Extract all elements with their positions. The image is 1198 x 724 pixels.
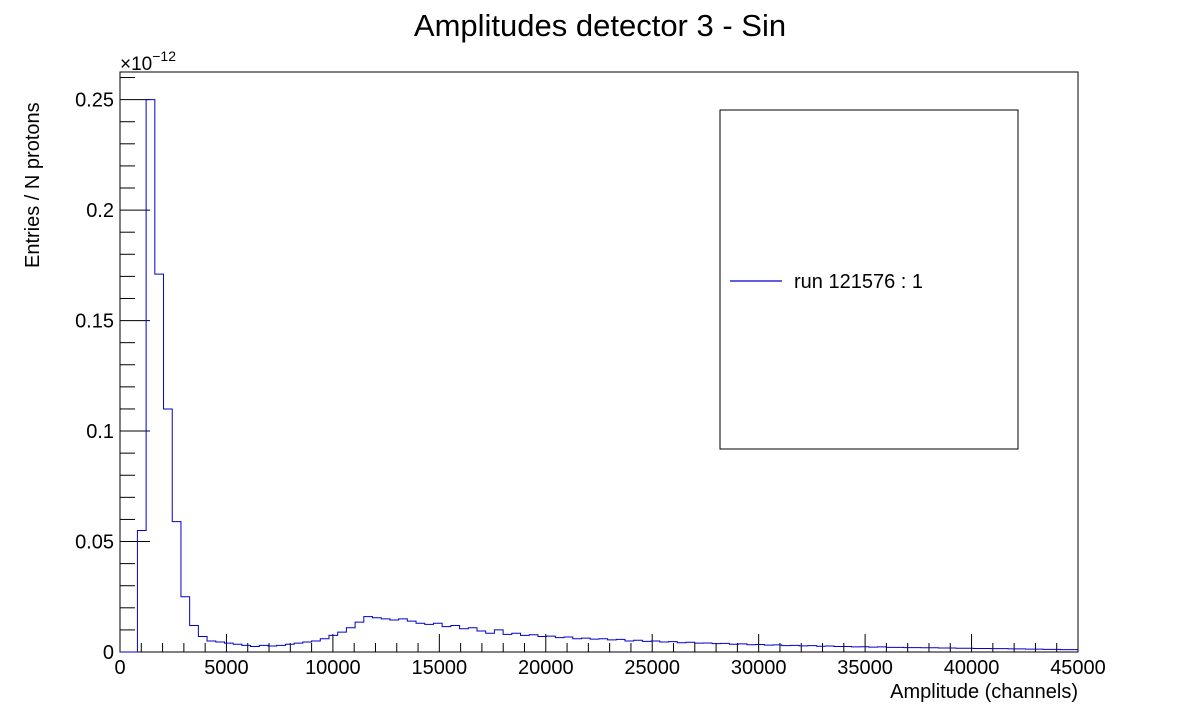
legend: run 121576 : 1: [719, 109, 1019, 450]
y-tick-label: 0: [103, 642, 114, 664]
x-tick-label: 5000: [204, 657, 249, 679]
y-axis-multiplier-base: ×10: [120, 54, 152, 75]
legend-box: [719, 109, 1019, 450]
x-tick-label: 15000: [412, 657, 468, 679]
y-tick-label: 0.2: [86, 200, 114, 222]
y-tick-label: 0.05: [75, 532, 114, 554]
x-tick-label: 35000: [837, 657, 893, 679]
x-tick-label: 10000: [305, 657, 361, 679]
legend-series-label: run 121576 : 1: [794, 271, 923, 293]
x-tick-label: 0: [114, 657, 125, 679]
histogram-series-line: [120, 99, 1078, 653]
x-tick-label: 30000: [731, 657, 787, 679]
x-tick-label: 20000: [518, 657, 574, 679]
x-axis: 0 5000 10000 15000 20000 25000 30000 35000 40000…: [114, 634, 1106, 679]
y-tick-label: 0.15: [75, 311, 114, 333]
x-tick-label: 45000: [1050, 657, 1106, 679]
y-axis: 0 0.05 0.1 0.15 0.2 0.25: [75, 77, 150, 664]
x-tick-label: 25000: [624, 657, 680, 679]
y-tick-label: 0.1: [86, 421, 114, 443]
y-tick-label: 0.25: [75, 90, 114, 112]
y-axis-multiplier-exponent: −12: [152, 48, 176, 64]
x-axis-label: Amplitude (channels): [890, 681, 1078, 703]
y-axis-multiplier: ×10−12: [120, 48, 176, 75]
x-tick-label: 40000: [944, 657, 1000, 679]
y-axis-label: Entries / N protons: [22, 102, 44, 268]
plot-frame: [119, 71, 1079, 653]
chart-title: Amplitudes detector 3 - Sin: [414, 8, 786, 43]
